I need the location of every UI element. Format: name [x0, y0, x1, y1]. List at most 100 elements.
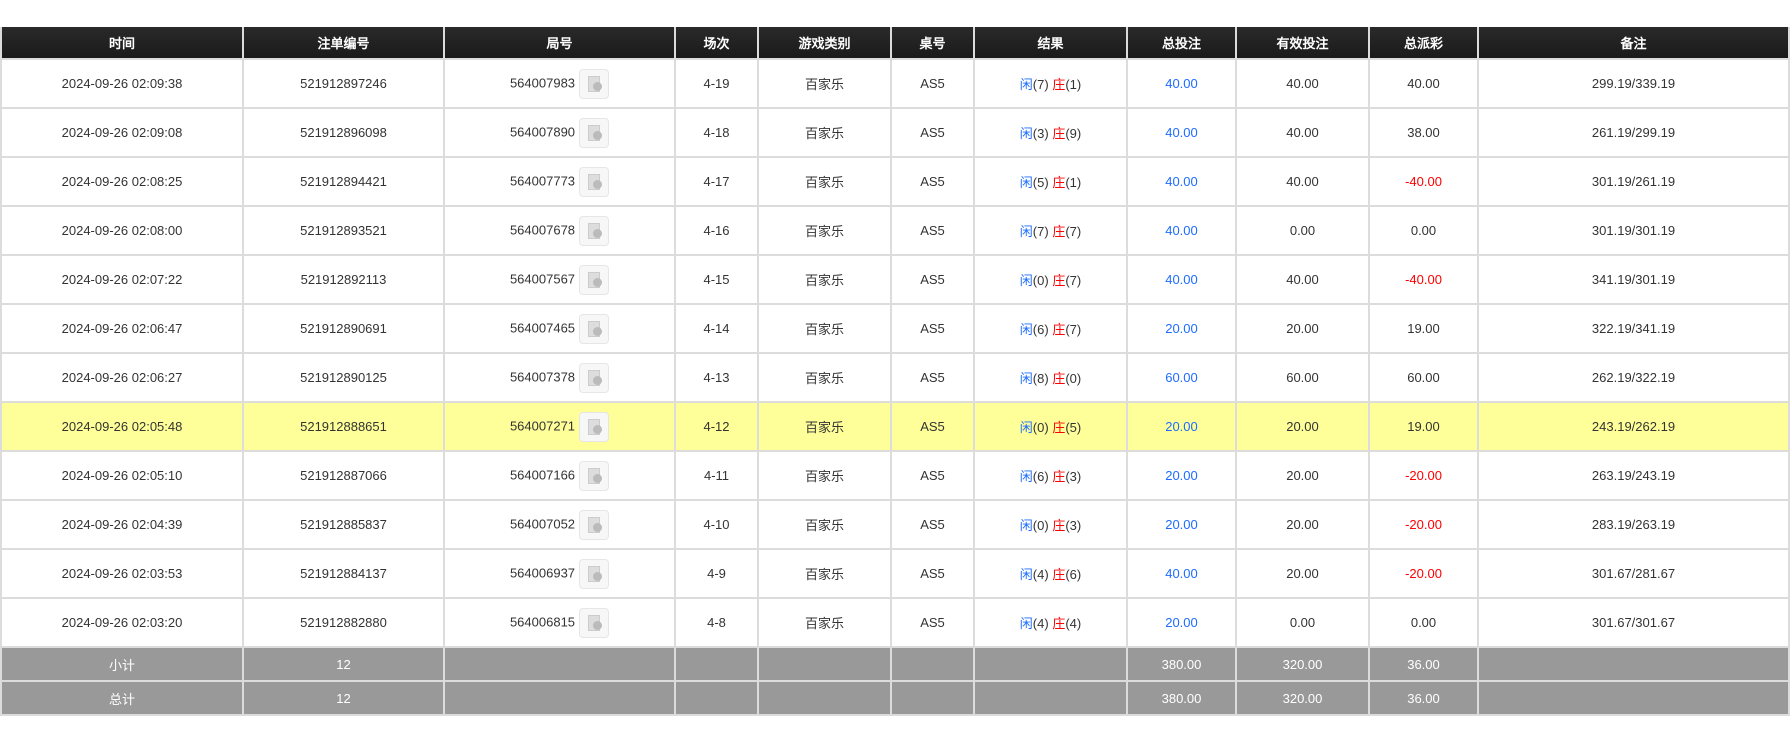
- payout-cell: 19.00: [1368, 401, 1479, 452]
- summary-valid-bet: 320.00: [1235, 680, 1370, 716]
- bet-id-cell: 521912888651: [242, 401, 445, 452]
- result-cell: 闲(8) 庄(0): [973, 352, 1128, 403]
- bet-id-cell: 521912885837: [242, 499, 445, 550]
- player-label: 闲: [1019, 420, 1033, 435]
- round-number: 564007983: [509, 74, 576, 90]
- shoe-cell: 4-18: [674, 107, 759, 158]
- banker-points: (7): [1065, 273, 1082, 288]
- table-row[interactable]: 2024-09-26 02:05:48 521912888651 564007271…: [0, 401, 1790, 452]
- table-row[interactable]: 2024-09-26 02:09:38 521912897246 564007983…: [0, 58, 1790, 109]
- table-row[interactable]: 2024-09-26 02:06:27 521912890125 564007378…: [0, 352, 1790, 403]
- banker-label: 庄: [1052, 77, 1066, 92]
- payout-cell: -20.00: [1368, 450, 1479, 501]
- round-number: 564007890: [509, 123, 576, 139]
- column-header: 总派彩: [1368, 27, 1479, 60]
- player-label: 闲: [1019, 567, 1033, 582]
- banker-label: 庄: [1052, 322, 1066, 337]
- player-label: 闲: [1019, 77, 1033, 92]
- total-row: 总计 12 380.00 320.00 36.00: [0, 680, 1790, 716]
- bet-id-cell: 521912897246: [242, 58, 445, 109]
- table-row[interactable]: 2024-09-26 02:05:10 521912887066 564007166…: [0, 450, 1790, 501]
- bet-id-cell: 521912896098: [242, 107, 445, 158]
- empty-cell: [890, 646, 975, 682]
- total-bet-cell: 40.00: [1126, 156, 1237, 207]
- round-cell: 564007678: [443, 205, 676, 256]
- subtotal-row: 小计 12 380.00 320.00 36.00: [0, 646, 1790, 682]
- column-header: 备注: [1477, 27, 1790, 60]
- bet-id-cell: 521912882880: [242, 597, 445, 648]
- total-bet-cell: 20.00: [1126, 401, 1237, 452]
- table-row[interactable]: 2024-09-26 02:06:47 521912890691 564007465…: [0, 303, 1790, 354]
- payout-cell: 40.00: [1368, 58, 1479, 109]
- table-row[interactable]: 2024-09-26 02:03:53 521912884137 564006937…: [0, 548, 1790, 599]
- time-cell: 2024-09-26 02:03:53: [0, 548, 244, 599]
- player-points: (0): [1032, 420, 1049, 435]
- table-cell: AS5: [890, 548, 975, 599]
- game-cell: 百家乐: [757, 548, 892, 599]
- column-header: 局号: [443, 27, 676, 60]
- table-header: 时间 注单编号 局号 场次 游戏类别 桌号 结果 总投注 有效投注 总派彩 备注: [0, 27, 1790, 60]
- banker-label: 庄: [1052, 371, 1066, 386]
- empty-cell: [890, 680, 975, 716]
- column-header: 场次: [674, 27, 759, 60]
- result-cell: 闲(7) 庄(7): [973, 205, 1128, 256]
- table-row[interactable]: 2024-09-26 02:07:22 521912892113 564007567…: [0, 254, 1790, 305]
- banker-label: 庄: [1052, 469, 1066, 484]
- valid-bet-cell: 0.00: [1235, 597, 1370, 648]
- player-points: (8): [1032, 371, 1049, 386]
- banker-points: (7): [1065, 322, 1082, 337]
- replay-video-icon[interactable]: [579, 313, 610, 344]
- total-bet-cell: 20.00: [1126, 450, 1237, 501]
- replay-video-icon[interactable]: [579, 607, 610, 638]
- total-bet-cell: 20.00: [1126, 303, 1237, 354]
- bet-id-cell: 521912894421: [242, 156, 445, 207]
- valid-bet-cell: 40.00: [1235, 254, 1370, 305]
- column-header: 注单编号: [242, 27, 445, 60]
- game-cell: 百家乐: [757, 450, 892, 501]
- table-row[interactable]: 2024-09-26 02:09:08 521912896098 564007890…: [0, 107, 1790, 158]
- player-points: (6): [1032, 322, 1049, 337]
- time-cell: 2024-09-26 02:05:10: [0, 450, 244, 501]
- replay-video-icon[interactable]: [579, 362, 610, 393]
- total-bet-cell: 40.00: [1126, 107, 1237, 158]
- replay-video-icon[interactable]: [579, 117, 610, 148]
- round-cell: 564006937: [443, 548, 676, 599]
- shoe-cell: 4-12: [674, 401, 759, 452]
- note-cell: 299.19/339.19: [1477, 58, 1790, 109]
- player-label: 闲: [1019, 126, 1033, 141]
- replay-video-icon[interactable]: [579, 68, 610, 99]
- table-cell: AS5: [890, 107, 975, 158]
- summary-label: 总计: [0, 680, 244, 716]
- banker-points: (1): [1065, 77, 1082, 92]
- replay-video-icon[interactable]: [579, 509, 610, 540]
- banker-points: (5): [1065, 420, 1082, 435]
- banker-label: 庄: [1052, 518, 1066, 533]
- time-cell: 2024-09-26 02:08:25: [0, 156, 244, 207]
- game-cell: 百家乐: [757, 303, 892, 354]
- summary-total-bet: 380.00: [1126, 646, 1237, 682]
- replay-video-icon[interactable]: [579, 215, 610, 246]
- table-row[interactable]: 2024-09-26 02:08:00 521912893521 564007678…: [0, 205, 1790, 256]
- table-row[interactable]: 2024-09-26 02:03:20 521912882880 564006815…: [0, 597, 1790, 648]
- round-cell: 564007378: [443, 352, 676, 403]
- replay-video-icon[interactable]: [579, 166, 610, 197]
- result-cell: 闲(6) 庄(3): [973, 450, 1128, 501]
- round-cell: 564007773: [443, 156, 676, 207]
- note-cell: 322.19/341.19: [1477, 303, 1790, 354]
- column-header: 有效投注: [1235, 27, 1370, 60]
- round-cell: 564007271: [443, 401, 676, 452]
- empty-cell: [674, 680, 759, 716]
- player-label: 闲: [1019, 175, 1033, 190]
- table-row[interactable]: 2024-09-26 02:04:39 521912885837 564007052…: [0, 499, 1790, 550]
- table-cell: AS5: [890, 352, 975, 403]
- total-bet-cell: 40.00: [1126, 58, 1237, 109]
- replay-video-icon[interactable]: [579, 411, 610, 442]
- payout-cell: -40.00: [1368, 254, 1479, 305]
- replay-video-icon[interactable]: [579, 558, 610, 589]
- valid-bet-cell: 20.00: [1235, 548, 1370, 599]
- table-cell: AS5: [890, 597, 975, 648]
- table-row[interactable]: 2024-09-26 02:08:25 521912894421 564007773…: [0, 156, 1790, 207]
- replay-video-icon[interactable]: [579, 460, 610, 491]
- shoe-cell: 4-15: [674, 254, 759, 305]
- replay-video-icon[interactable]: [579, 264, 610, 295]
